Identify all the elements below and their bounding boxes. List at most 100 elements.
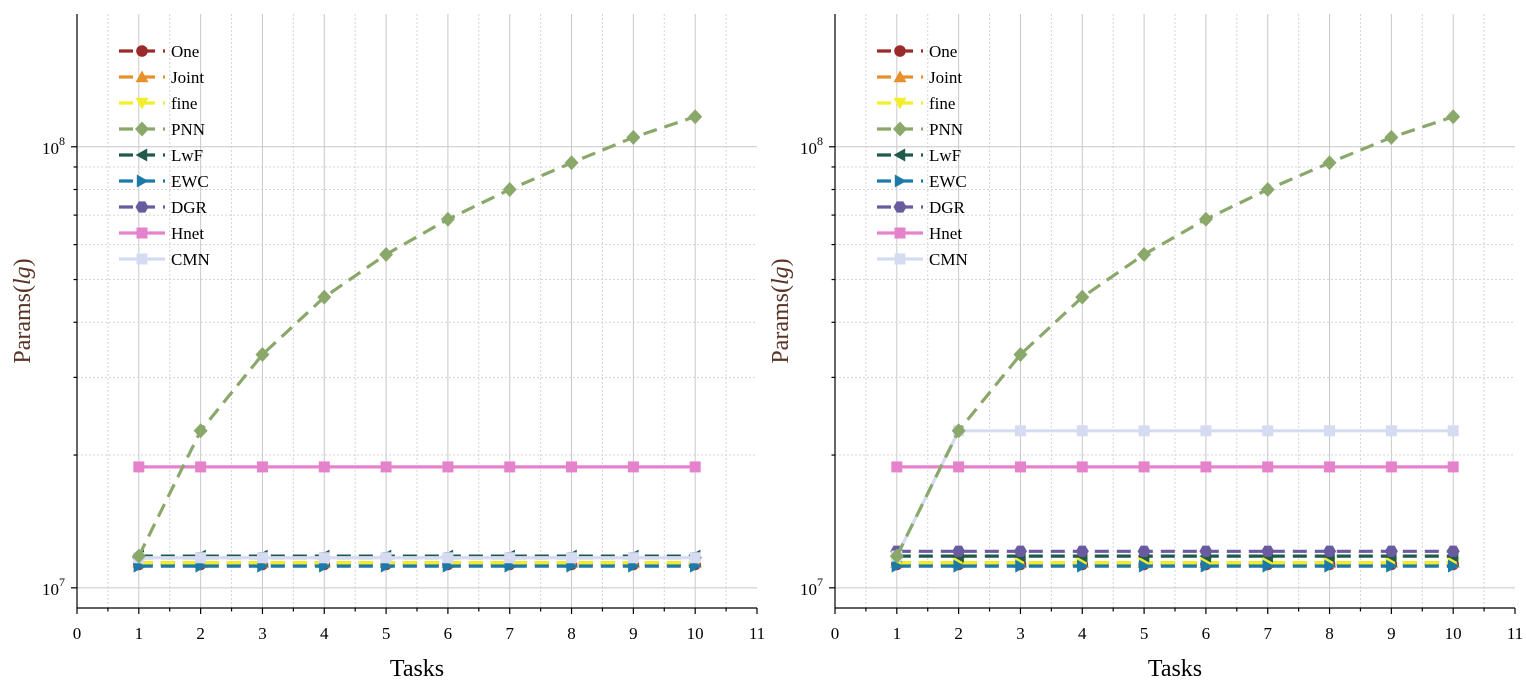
data-point-hnet bbox=[953, 461, 965, 473]
legend-marker bbox=[135, 97, 149, 110]
legend-item-dgr: DGR bbox=[877, 198, 966, 217]
data-point-pnn bbox=[193, 423, 208, 439]
legend-marker bbox=[135, 148, 148, 162]
data-point-pnn bbox=[1075, 289, 1090, 305]
legend-label: LwF bbox=[929, 146, 961, 165]
data-point-pnn bbox=[255, 347, 270, 363]
data-point-dgr bbox=[1199, 545, 1213, 557]
data-point-cmn bbox=[504, 552, 516, 564]
data-point-hnet bbox=[1014, 461, 1026, 473]
legend-item-joint: Joint bbox=[119, 68, 204, 87]
data-point-cmn bbox=[1262, 425, 1274, 437]
data-point-hnet bbox=[380, 461, 392, 473]
data-point-hnet bbox=[627, 461, 639, 473]
legend-marker bbox=[893, 148, 906, 162]
legend-item-cmn: CMN bbox=[119, 250, 210, 269]
data-point-cmn bbox=[195, 552, 207, 564]
data-point-cmn bbox=[566, 552, 578, 564]
legend-marker bbox=[136, 227, 148, 239]
data-point-ewc bbox=[1077, 559, 1089, 573]
series-lwf bbox=[132, 549, 701, 563]
x-tick-label: 11 bbox=[749, 624, 765, 643]
chart-panel-left: 0 1 2 3 4 5 6 7 8 9 10 11 107 108 Tasks Params(lg) One Jo… bbox=[10, 14, 765, 682]
x-tick-label: 8 bbox=[567, 624, 576, 643]
data-point-dgr bbox=[1323, 545, 1337, 557]
legend-item-fine: fine bbox=[119, 94, 197, 113]
legend-item-fine: fine bbox=[877, 94, 955, 113]
data-point-pnn bbox=[564, 155, 579, 171]
data-point-ewc bbox=[1200, 559, 1213, 573]
x-tick-label: 7 bbox=[505, 624, 514, 643]
x-tick-label: 2 bbox=[196, 624, 205, 643]
legend-item-ewc: EWC bbox=[877, 172, 967, 191]
legend-marker bbox=[894, 227, 906, 239]
series-hnet bbox=[891, 461, 1459, 473]
x-tick-label: 8 bbox=[1325, 624, 1334, 643]
legend-item-lwf: LwF bbox=[877, 146, 961, 165]
x-tick-label: 10 bbox=[687, 624, 704, 643]
x-tick-label: 2 bbox=[954, 624, 963, 643]
legend-label: PNN bbox=[171, 120, 205, 139]
data-point-cmn bbox=[256, 552, 268, 564]
data-point-pnn bbox=[951, 423, 966, 439]
data-point-pnn bbox=[1322, 155, 1337, 171]
data-point-ewc bbox=[1138, 559, 1151, 573]
legend-marker bbox=[135, 201, 149, 213]
legend-marker bbox=[893, 97, 907, 110]
data-point-cmn bbox=[1385, 425, 1397, 437]
data-point-hnet bbox=[1200, 461, 1212, 473]
series-hnet bbox=[133, 461, 701, 473]
data-point-hnet bbox=[566, 461, 578, 473]
data-point-hnet bbox=[1076, 461, 1088, 473]
y-tick-label: 108 bbox=[800, 134, 823, 158]
data-point-cmn bbox=[1138, 425, 1150, 437]
legend-marker bbox=[894, 174, 907, 188]
data-point-hnet bbox=[1447, 461, 1459, 473]
data-point-ewc bbox=[1386, 559, 1398, 573]
series-cmn bbox=[133, 552, 701, 564]
data-point-hnet bbox=[1262, 461, 1274, 473]
x-tick-label: 0 bbox=[831, 624, 840, 643]
series-ewc bbox=[891, 559, 1460, 573]
series-line-pnn bbox=[137, 115, 696, 557]
data-point-hnet bbox=[1385, 461, 1397, 473]
series-line-cmn bbox=[895, 429, 1454, 557]
data-point-pnn bbox=[1384, 129, 1399, 145]
series-pnn bbox=[889, 109, 1461, 564]
legend-marker bbox=[894, 253, 906, 265]
series-one bbox=[133, 558, 701, 571]
axes: 0 1 2 3 4 5 6 7 8 9 10 11 107 108 bbox=[800, 14, 1523, 643]
data-point-pnn bbox=[1260, 182, 1275, 198]
data-point-ewc bbox=[953, 559, 966, 573]
data-point-pnn bbox=[889, 548, 904, 564]
y-tick-label: 108 bbox=[42, 134, 65, 158]
legend-label: One bbox=[171, 42, 199, 61]
legend-marker bbox=[893, 70, 907, 83]
x-tick-label: 11 bbox=[1507, 624, 1523, 643]
data-point-pnn bbox=[1137, 246, 1152, 262]
legend-marker bbox=[893, 121, 907, 137]
data-point-dgr bbox=[1261, 545, 1275, 557]
legend-label: PNN bbox=[929, 120, 963, 139]
data-point-dgr bbox=[1384, 545, 1398, 557]
data-point-pnn bbox=[502, 182, 517, 198]
axes: 0 1 2 3 4 5 6 7 8 9 10 11 107 108 bbox=[42, 14, 765, 643]
x-tick-label: 5 bbox=[1140, 624, 1149, 643]
data-point-ewc bbox=[1324, 559, 1337, 573]
x-tick-label: 7 bbox=[1263, 624, 1272, 643]
legend-item-hnet: Hnet bbox=[877, 224, 962, 243]
data-point-cmn bbox=[318, 552, 330, 564]
x-tick-label: 0 bbox=[73, 624, 82, 643]
data-point-hnet bbox=[504, 461, 516, 473]
y-axis-title: Params(lg) bbox=[768, 258, 794, 363]
data-point-pnn bbox=[626, 129, 641, 145]
legend-item-one: One bbox=[119, 42, 199, 61]
legend-marker bbox=[136, 174, 149, 188]
data-point-pnn bbox=[688, 109, 703, 125]
legend-marker bbox=[894, 45, 906, 57]
legend-label: DGR bbox=[929, 198, 966, 217]
data-point-pnn bbox=[131, 548, 146, 564]
legend-marker bbox=[135, 70, 149, 83]
legend-label: CMN bbox=[171, 250, 210, 269]
data-point-pnn bbox=[1446, 109, 1461, 125]
